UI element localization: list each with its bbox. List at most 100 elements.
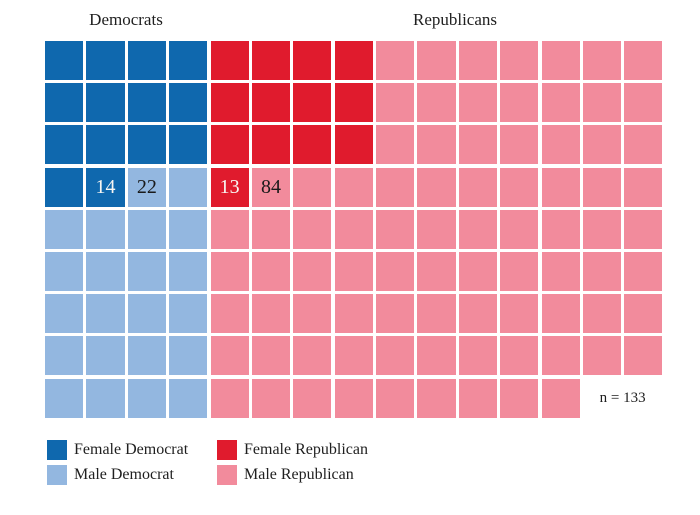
waffle-cell-male-republican — [624, 294, 663, 334]
waffle-cell-male-republican — [293, 209, 332, 249]
waffle-cell-male-republican — [582, 336, 622, 376]
waffle-cell-female-democrat-value: 14 — [86, 167, 125, 207]
waffle-cell-male-democrat-value: 22 — [127, 167, 166, 207]
waffle-cell-male-republican — [500, 251, 539, 291]
waffle-cell-male-republican — [251, 294, 291, 334]
waffle-cell-male-republican — [624, 41, 663, 80]
waffle-cell-male-republican — [458, 209, 497, 249]
waffle-cell-female-democrat — [169, 41, 208, 80]
waffle-cell-male-republican — [210, 378, 249, 418]
waffle-cell-male-republican — [376, 336, 415, 376]
waffle-cell-male-republican — [293, 251, 332, 291]
waffle-cell-male-republican — [376, 209, 415, 249]
waffle-cell-male-republican — [334, 378, 373, 418]
waffle-cell-male-republican — [500, 41, 539, 80]
waffle-cell-male-democrat — [45, 378, 84, 418]
waffle-cell-male-republican — [500, 209, 539, 249]
waffle-cell-male-republican — [541, 294, 580, 334]
waffle-cell-male-democrat — [127, 251, 166, 291]
waffle-cell-male-republican — [251, 378, 291, 418]
waffle-cell-male-republican — [458, 294, 497, 334]
waffle-grid: n = 133 14 22 13 84 — [45, 41, 663, 418]
waffle-cell-male-republican — [500, 378, 539, 418]
waffle-cell-male-republican — [500, 83, 539, 123]
waffle-cell-male-republican — [624, 125, 663, 165]
waffle-cell-male-republican — [500, 167, 539, 207]
waffle-cell-male-republican — [293, 336, 332, 376]
waffle-cell-male-republican — [624, 209, 663, 249]
waffle-cell-male-republican — [500, 125, 539, 165]
waffle-cell-female-republican — [210, 83, 249, 123]
waffle-cell-male-democrat — [45, 251, 84, 291]
waffle-cell-female-democrat — [45, 167, 84, 207]
waffle-cell-male-republican — [334, 167, 373, 207]
legend-item-male-republican: Male Republican — [217, 465, 368, 485]
female-republican-swatch-icon — [217, 440, 237, 460]
waffle-cell-male-republican — [293, 378, 332, 418]
waffle-cell-male-republican — [417, 83, 456, 123]
waffle-cell-male-republican — [458, 41, 497, 80]
waffle-cell-male-republican — [251, 209, 291, 249]
waffle-cell-male-democrat — [45, 336, 84, 376]
waffle-cell-male-democrat — [169, 294, 208, 334]
waffle-cell-male-republican — [624, 336, 663, 376]
waffle-cell-male-democrat — [169, 167, 208, 207]
waffle-cell-male-democrat — [127, 209, 166, 249]
waffle-cell-male-republican — [541, 251, 580, 291]
legend-item-male-democrat: Male Democrat — [47, 465, 217, 485]
legend-label-male-republican: Male Republican — [244, 466, 354, 483]
waffle-cell-male-republican — [458, 83, 497, 123]
legend-item-female-republican: Female Republican — [217, 440, 368, 460]
waffle-cell-male-republican — [417, 167, 456, 207]
waffle-cell-male-democrat — [127, 336, 166, 376]
waffle-cell-male-republican — [458, 167, 497, 207]
waffle-cell-male-republican — [376, 125, 415, 165]
waffle-cell-male-republican — [458, 125, 497, 165]
waffle-cell-male-republican — [417, 209, 456, 249]
waffle-cell-male-republican — [541, 125, 580, 165]
waffle-cell-male-republican — [624, 167, 663, 207]
male-republican-swatch-icon — [217, 465, 237, 485]
waffle-cell-male-republican — [210, 251, 249, 291]
democrats-group-label: Democrats — [89, 10, 163, 29]
waffle-cell-female-democrat — [86, 41, 125, 80]
waffle-cell-male-republican — [624, 251, 663, 291]
legend-label-female-democrat: Female Democrat — [74, 441, 189, 458]
waffle-cell-male-republican — [417, 378, 456, 418]
waffle-cell-male-republican — [582, 41, 622, 80]
waffle-cell-male-republican — [417, 336, 456, 376]
waffle-cell-male-republican — [500, 294, 539, 334]
waffle-cell-male-democrat — [169, 378, 208, 418]
waffle-cell-male-republican — [582, 83, 622, 123]
waffle-cell-male-republican — [376, 41, 415, 80]
sample-size-label: n = 133 — [599, 389, 646, 406]
waffle-cell-male-republican — [500, 336, 539, 376]
waffle-cell-female-democrat — [127, 83, 166, 123]
legend-item-female-democrat: Female Democrat — [47, 440, 217, 460]
waffle-cell-male-republican — [582, 251, 622, 291]
waffle-cell-male-republican — [376, 83, 415, 123]
waffle-cell-male-democrat — [169, 209, 208, 249]
waffle-cell-male-republican — [458, 378, 497, 418]
waffle-cell-male-republican — [582, 294, 622, 334]
waffle-cell-male-republican — [417, 294, 456, 334]
waffle-cell-female-republican — [334, 41, 373, 80]
waffle-cell-male-republican — [293, 167, 332, 207]
waffle-cell-male-republican — [624, 83, 663, 123]
waffle-cell-male-democrat — [45, 209, 84, 249]
waffle-cell-male-democrat — [127, 294, 166, 334]
waffle-cell-male-republican — [458, 336, 497, 376]
waffle-cell-male-republican — [541, 209, 580, 249]
waffle-cell-male-republican — [376, 167, 415, 207]
waffle-cell-female-democrat — [86, 83, 125, 123]
waffle-cell-male-republican — [210, 294, 249, 334]
legend-label-male-democrat: Male Democrat — [74, 466, 174, 483]
waffle-cell-male-republican — [334, 209, 373, 249]
waffle-cell-male-democrat — [169, 251, 208, 291]
waffle-cell-female-democrat — [45, 83, 84, 123]
waffle-cell-male-republican — [458, 251, 497, 291]
waffle-cell-male-republican — [541, 83, 580, 123]
waffle-cell-female-republican — [210, 125, 249, 165]
waffle-cell-male-republican — [582, 125, 622, 165]
